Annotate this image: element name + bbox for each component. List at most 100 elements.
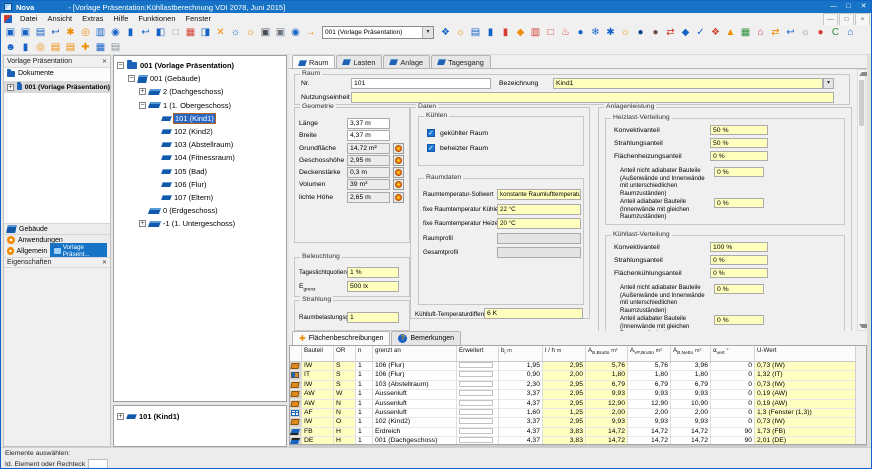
- cell-n[interactable]: 1: [356, 362, 373, 372]
- cell-erweitert[interactable]: [457, 362, 499, 372]
- chevron-down-icon[interactable]: ▾: [422, 27, 433, 38]
- tree-item[interactable]: + 2 (Dachgeschoss): [114, 85, 286, 98]
- cell-orientierung[interactable]: W: [334, 390, 356, 400]
- cell-u-wert[interactable]: 1,32 (IT): [755, 371, 858, 381]
- transfer-icon[interactable]: ⇄: [771, 27, 780, 38]
- cell-laenge-hoehe[interactable]: 1,25: [543, 408, 586, 419]
- cell-flaeche-brutto[interactable]: 5,76: [586, 362, 628, 372]
- expander-icon[interactable]: +: [139, 88, 146, 96]
- cell-flaeche-brutto[interactable]: 2,00: [586, 408, 628, 419]
- ventilation-icon[interactable]: ✱: [606, 27, 615, 38]
- tree-item[interactable]: + 101 (Kind1): [114, 410, 286, 423]
- expander-icon[interactable]: +: [117, 413, 124, 421]
- project-manage-icon[interactable]: ▤: [35, 27, 46, 38]
- cell-laenge-hoehe[interactable]: 3,83: [543, 427, 586, 438]
- shield-icon[interactable]: ◆: [516, 27, 525, 38]
- gears-icon[interactable]: ☼: [800, 27, 811, 38]
- menu-item[interactable]: Datei: [20, 14, 38, 23]
- cell-orientierung[interactable]: O: [334, 418, 356, 428]
- cell-breite[interactable]: 4,37: [499, 427, 543, 438]
- table-row[interactable]: AW N 1 Aussenluft 4,37 2,95 12,90 12,90 …: [290, 399, 866, 409]
- cell-n[interactable]: 1: [356, 437, 373, 444]
- tree-item[interactable]: 106 (Flur): [114, 178, 286, 191]
- close-icon[interactable]: ✕: [101, 260, 107, 266]
- cell-bauteil[interactable]: DE: [302, 437, 334, 444]
- cell-flaeche-netto[interactable]: 9,93: [671, 390, 711, 400]
- nr-input[interactable]: 101: [351, 78, 491, 89]
- cell-neigung[interactable]: 90: [711, 437, 755, 444]
- cell-u-wert[interactable]: 1,73 (FB): [755, 427, 858, 438]
- save-as-icon[interactable]: ▣: [275, 27, 286, 38]
- gear-icon[interactable]: ☼: [455, 27, 466, 38]
- house-icon[interactable]: ⌂: [847, 27, 854, 38]
- field-input[interactable]: 0,3 m: [347, 167, 390, 179]
- close-icon[interactable]: ✕: [101, 59, 107, 65]
- field-input[interactable]: konstante Raumlufttemperatur ▾: [497, 189, 581, 200]
- lamp-icon[interactable]: ☼: [620, 27, 631, 38]
- bezeichnung-input[interactable]: Kind1: [553, 78, 823, 89]
- tree-item[interactable]: 103 (Abstellraum): [114, 138, 286, 151]
- field-input[interactable]: ▾: [497, 232, 581, 244]
- menu-item[interactable]: Hilfe: [113, 14, 129, 23]
- column-header[interactable]: OR: [334, 346, 356, 361]
- window-new-icon[interactable]: □: [172, 27, 179, 38]
- column-header[interactable]: n: [356, 346, 373, 361]
- cell-neigung[interactable]: 0: [711, 399, 755, 409]
- cell-flaeche-brutto[interactable]: 9,93: [586, 390, 628, 400]
- table-row[interactable]: IW O 1 102 (Kind2) 3,37 2,95 9,93 9,93 9…: [290, 418, 866, 428]
- kuehlluft-input[interactable]: 6 K: [484, 308, 583, 319]
- stop-icon[interactable]: ●: [817, 27, 824, 38]
- cell-orientierung[interactable]: N: [334, 399, 356, 409]
- cell-breite[interactable]: 3,37: [499, 390, 543, 400]
- cell-flaeche-vf-brutto[interactable]: 12,90: [628, 399, 671, 409]
- cell-bauteil[interactable]: AF: [302, 408, 334, 419]
- menu-item[interactable]: Funktionen: [138, 14, 176, 23]
- radiator-icon[interactable]: ▥: [530, 27, 541, 38]
- checkbox[interactable]: ✓: [427, 129, 435, 137]
- column-header[interactable]: AB,Brutto m²: [586, 346, 628, 361]
- cell-breite[interactable]: 3,37: [499, 418, 543, 428]
- command-input[interactable]: [88, 459, 109, 468]
- cell-neigung[interactable]: 0: [711, 380, 755, 391]
- column-header[interactable]: [290, 346, 302, 361]
- tree-item[interactable]: + -1 (1. Untergeschoss): [114, 217, 286, 230]
- user-icon[interactable]: ☻: [5, 41, 16, 53]
- cell-flaeche-vf-brutto[interactable]: 6,79: [628, 380, 671, 391]
- expander-icon[interactable]: −: [139, 101, 146, 109]
- anwendungen-bar[interactable]: Anwendungen: [4, 234, 110, 245]
- cell-u-wert[interactable]: 0,73 (IW): [755, 380, 858, 391]
- expander-icon[interactable]: −: [117, 62, 124, 70]
- cell-breite[interactable]: 1,95: [499, 362, 543, 372]
- cell-flaeche-brutto[interactable]: 9,93: [586, 418, 628, 428]
- cell-orientierung[interactable]: N: [334, 408, 356, 419]
- mdi-minimize-button[interactable]: —: [823, 12, 838, 26]
- cell-u-wert[interactable]: 0,19 (AW): [755, 390, 858, 400]
- column-header[interactable]: Erweitert: [457, 346, 499, 361]
- cell-laenge-hoehe[interactable]: 2,95: [543, 399, 586, 409]
- approval-icon[interactable]: ✓: [696, 27, 705, 38]
- cell-n[interactable]: 1: [356, 418, 373, 428]
- tab[interactable]: Tagesgang: [431, 55, 491, 68]
- cell-erweitert[interactable]: [457, 380, 499, 391]
- field-input[interactable]: ▾: [497, 247, 581, 258]
- tageslichtquotient-input[interactable]: 1 %: [347, 267, 399, 278]
- cell-flaeche-netto[interactable]: 2,00: [671, 408, 711, 419]
- flame-icon[interactable]: ▲: [725, 27, 736, 38]
- anteil-adiabat-input[interactable]: 0 %: [714, 315, 764, 325]
- close-button[interactable]: ✕: [860, 3, 867, 10]
- tree-item[interactable]: − 001 (Gebäude): [114, 72, 286, 85]
- bezeichnung-dropdown-button[interactable]: ▾: [823, 78, 834, 89]
- cell-neigung[interactable]: 0: [711, 371, 755, 381]
- mdi-close-button[interactable]: ×: [855, 12, 870, 26]
- form-scrollbar[interactable]: [857, 69, 867, 331]
- cell-bauteil[interactable]: AW: [302, 399, 334, 409]
- tree-item[interactable]: 0 (Erdgeschoss): [114, 204, 286, 217]
- table-row[interactable]: IW S 1 103 (Abstellraum) 2,30 2,95 6,79 …: [290, 380, 866, 391]
- strahlungsanteil-input[interactable]: 50 %: [710, 138, 768, 148]
- cell-n[interactable]: 1: [356, 390, 373, 400]
- open-project-icon[interactable]: ▣: [20, 27, 31, 38]
- table-row[interactable]: DE H 1 001 (Dachgeschoss) 4,37 3,83 14,7…: [290, 437, 866, 444]
- table-icon[interactable]: ▦: [95, 41, 106, 53]
- thermometer-icon[interactable]: ▮: [502, 27, 509, 38]
- raumbelastungsgrad-input[interactable]: 1: [347, 312, 399, 323]
